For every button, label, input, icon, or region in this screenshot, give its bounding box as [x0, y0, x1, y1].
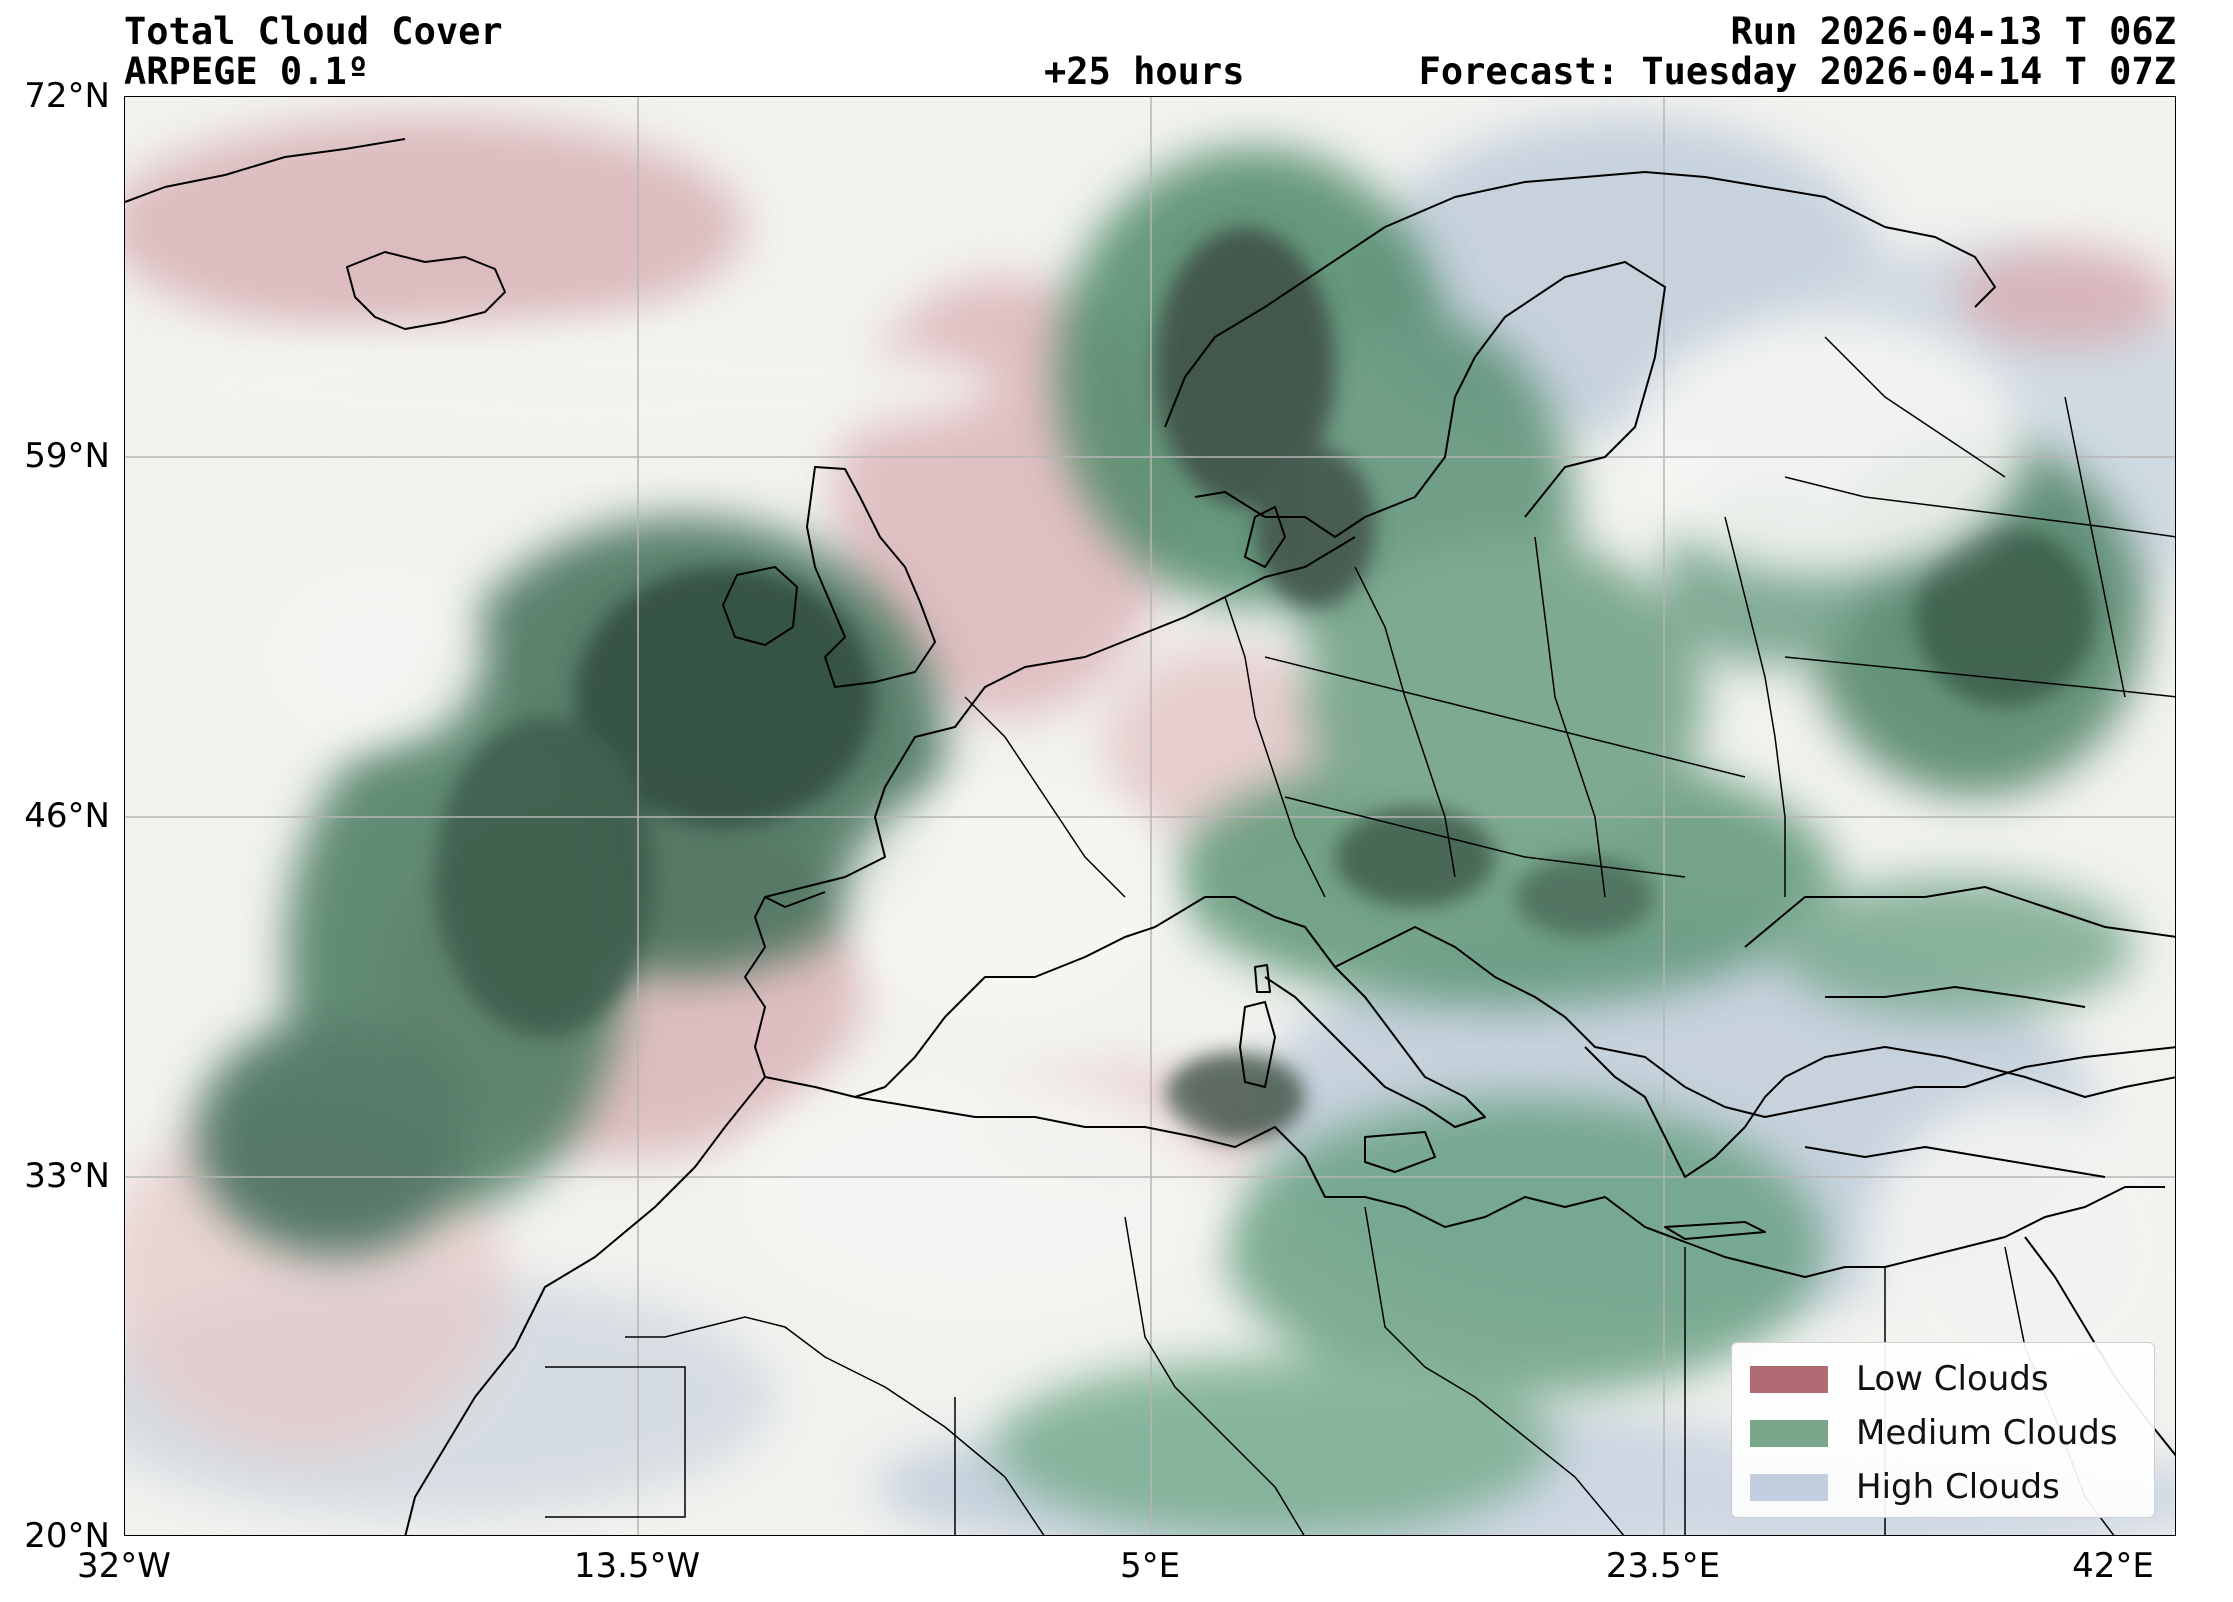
lead-time-label: +25 hours	[1044, 50, 1245, 93]
ireland-coast	[722, 566, 798, 646]
lon-tick-13-5w: 13.5°W	[573, 1546, 701, 1586]
scandinavia-coast	[1164, 171, 1996, 428]
black-sea-coast	[1744, 886, 2175, 948]
lat-tick-72n: 72°N	[24, 76, 110, 116]
iceland-coast	[346, 251, 506, 330]
lon-tick-42e: 42°E	[2072, 1546, 2154, 1586]
legend-label-low: Low Clouds	[1856, 1359, 2049, 1399]
model-label: ARPEGE 0.1º	[124, 50, 370, 93]
cloud-cover-map	[125, 97, 2175, 1535]
north-africa-coast	[404, 1076, 766, 1535]
legend: Low Clouds Medium Clouds High Clouds	[1731, 1342, 2155, 1518]
lat-tick-20n: 20°N	[24, 1516, 110, 1556]
lat-tick-46n: 46°N	[24, 796, 110, 836]
sicily-coast	[1364, 1131, 1436, 1173]
map-panel[interactable]	[124, 96, 2176, 1536]
legend-item-medium: Medium Clouds	[1750, 1413, 2118, 1453]
dense-cloud-layer	[435, 227, 2095, 1142]
lon-tick-23-5e: 23.5°E	[1605, 1546, 1721, 1586]
legend-label-high: High Clouds	[1856, 1467, 2060, 1507]
run-label: Run 2026-04-13 T 06Z	[1730, 10, 2176, 53]
lat-tick-33n: 33°N	[24, 1156, 110, 1196]
sardinia-coast	[1239, 1001, 1276, 1088]
forecast-label: Forecast: Tuesday 2026-04-14 T 07Z	[1418, 50, 2176, 93]
legend-item-low: Low Clouds	[1750, 1359, 2049, 1399]
legend-swatch-high	[1750, 1473, 1828, 1501]
legend-label-medium: Medium Clouds	[1856, 1413, 2118, 1453]
map-title: Total Cloud Cover	[124, 10, 503, 53]
legend-swatch-low	[1750, 1365, 1828, 1393]
italy-coast	[1154, 896, 1486, 1128]
lon-tick-32w: 32°W	[77, 1546, 171, 1586]
country-borders	[545, 336, 2175, 1535]
lat-tick-59n: 59°N	[24, 436, 110, 476]
graticule	[125, 97, 2175, 1535]
legend-swatch-medium	[1750, 1419, 1828, 1447]
britain-coast	[806, 466, 936, 688]
greece-coast	[1584, 1046, 1786, 1178]
denmark-coast	[1244, 506, 1286, 568]
lon-tick-5e: 5°E	[1119, 1546, 1181, 1586]
legend-item-high: High Clouds	[1750, 1467, 2060, 1507]
